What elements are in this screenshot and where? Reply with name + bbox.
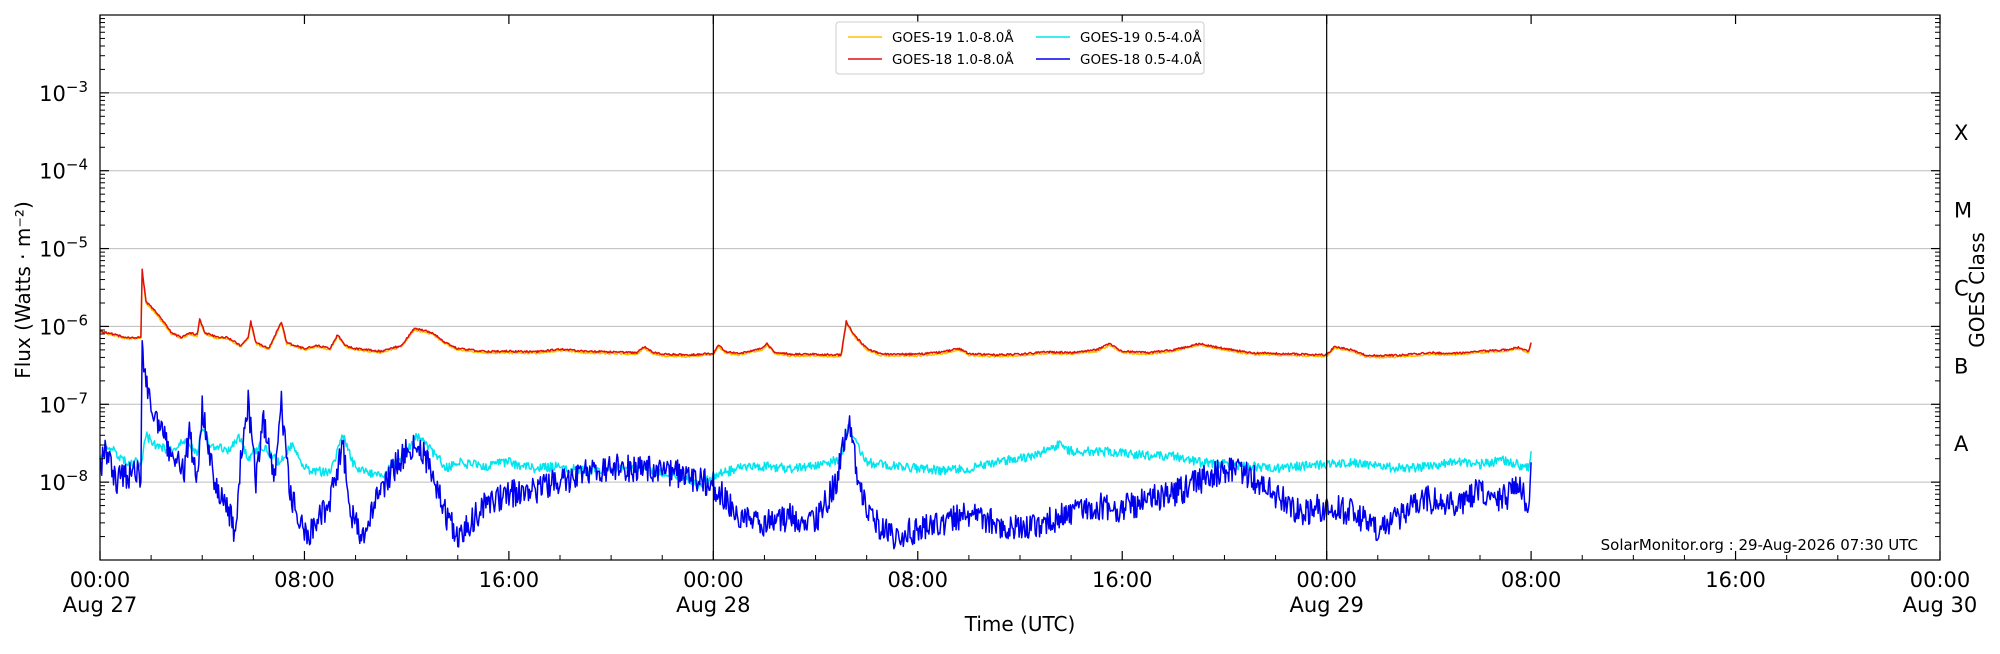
x-tick-time-label: 08:00 — [1501, 568, 1562, 592]
series-lines — [99, 268, 1532, 550]
goes-class-label: A — [1954, 432, 1969, 456]
series-line — [99, 339, 1532, 550]
legend-label: GOES-18 1.0-8.0Å — [892, 51, 1014, 68]
x-tick-time-label: 00:00 — [1296, 568, 1357, 592]
x-axis-label: Time (UTC) — [964, 612, 1076, 636]
x-tick-time-label: 08:00 — [888, 568, 949, 592]
credit-text: SolarMonitor.org : 29-Aug-2026 07:30 UTC — [1601, 536, 1918, 554]
y2-axis-label: GOES Class — [1965, 232, 1989, 348]
x-tick-time-label: 16:00 — [1705, 568, 1766, 592]
goes-class-label: C — [1954, 277, 1969, 301]
x-tick-time-label: 00:00 — [1910, 568, 1971, 592]
legend-label: GOES-19 0.5-4.0Å — [1080, 29, 1202, 46]
y-tick-label: 10−8 — [39, 467, 88, 495]
day-boundary-lines — [712, 15, 1328, 560]
series-line — [99, 270, 1532, 360]
y-tick-label: 10−5 — [39, 234, 88, 262]
y-axis-label: Flux (Watts · m⁻²) — [11, 201, 35, 379]
y-tick-label: 10−6 — [39, 311, 88, 339]
legend-label: GOES-19 1.0-8.0Å — [892, 29, 1014, 46]
legend-label: GOES-18 0.5-4.0Å — [1080, 51, 1202, 68]
x-tick-date-label: Aug 28 — [676, 593, 750, 617]
x-tick-time-label: 08:00 — [274, 568, 335, 592]
x-tick-time-label: 00:00 — [70, 568, 131, 592]
y-tick-label: 10−7 — [39, 389, 88, 417]
x-tick-time-label: 16:00 — [1092, 568, 1153, 592]
x-tick-date-label: Aug 29 — [1289, 593, 1363, 617]
y-tick-label: 10−4 — [39, 156, 88, 184]
x-tick-time-label: 00:00 — [683, 568, 744, 592]
goes-class-label: M — [1954, 199, 1972, 223]
x-tick-date-label: Aug 27 — [63, 593, 137, 617]
legend-box — [835, 21, 1205, 75]
series-line — [99, 424, 1532, 490]
goes-class-label: X — [1954, 121, 1968, 145]
plot-frame — [99, 14, 1941, 561]
goes-class-label: B — [1954, 354, 1968, 378]
x-tick-time-label: 16:00 — [479, 568, 540, 592]
y-tick-label: 10−3 — [39, 78, 88, 106]
series-line — [99, 268, 1532, 358]
x-tick-date-label: Aug 30 — [1903, 593, 1977, 617]
legend: GOES-19 1.0-8.0Å GOES-19 0.5-4.0Å GOES-18 … — [835, 21, 1205, 75]
gridlines — [100, 92, 1940, 483]
